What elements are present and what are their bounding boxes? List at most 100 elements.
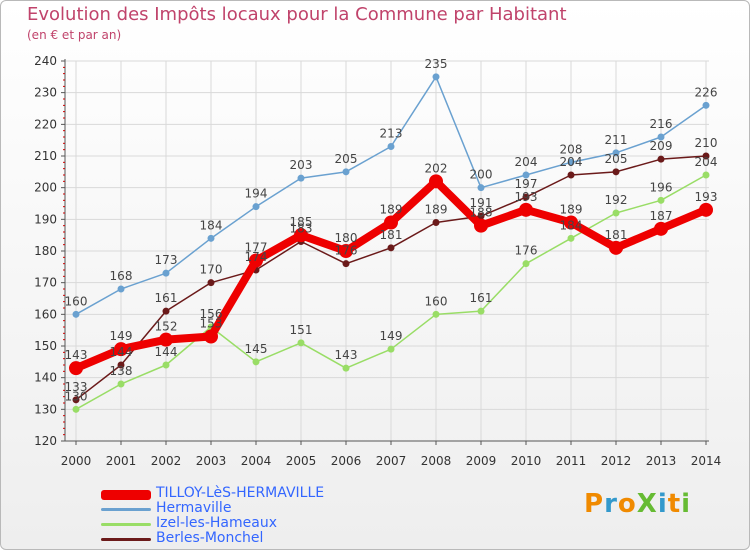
- data-label: 209: [650, 139, 673, 153]
- data-point: [72, 310, 80, 318]
- legend-swatch-hermaville: [101, 508, 151, 511]
- data-label: 160: [65, 294, 88, 308]
- data-point: [657, 155, 665, 163]
- data-label: 149: [380, 329, 403, 343]
- data-point: [294, 228, 308, 243]
- data-label: 161: [470, 291, 493, 305]
- data-point: [387, 143, 395, 150]
- data-label: 151: [290, 323, 313, 337]
- data-label: 152: [155, 320, 178, 334]
- data-point: [429, 174, 443, 189]
- data-point: [342, 260, 350, 268]
- data-label: 153: [200, 317, 223, 331]
- series-0: [69, 174, 713, 376]
- data-label: 202: [425, 161, 448, 175]
- data-point: [252, 358, 260, 366]
- data-point: [612, 168, 620, 176]
- data-label: 176: [515, 244, 538, 258]
- data-point: [657, 196, 665, 204]
- x-tick-label: 2003: [196, 454, 227, 468]
- data-point: [702, 101, 710, 109]
- data-point: [342, 364, 350, 372]
- data-point: [69, 361, 83, 376]
- data-point: [117, 380, 125, 388]
- data-label: 204: [560, 155, 583, 169]
- data-point: [567, 234, 575, 242]
- data-point: [609, 240, 623, 255]
- data-label: 200: [470, 168, 493, 182]
- data-label: 145: [245, 342, 268, 356]
- data-label: 205: [335, 152, 358, 166]
- y-tick-label: 180: [34, 244, 57, 258]
- legend-label-hermaville: Hermaville: [156, 500, 232, 516]
- data-label: 194: [245, 187, 268, 201]
- proxiti-logo: ProXiti: [584, 489, 692, 519]
- data-point: [72, 396, 80, 404]
- data-label: 161: [155, 291, 178, 305]
- data-point: [522, 260, 530, 268]
- x-tick-label: 2004: [241, 454, 272, 468]
- data-label: 185: [290, 215, 313, 229]
- y-tick-label: 160: [34, 307, 57, 321]
- data-point: [702, 171, 710, 179]
- x-tick-label: 2008: [421, 454, 452, 468]
- data-label: 170: [200, 263, 223, 277]
- y-tick-label: 120: [34, 434, 57, 448]
- data-point: [297, 174, 305, 182]
- legend-swatch-berles: [101, 538, 151, 541]
- y-tick-label: 140: [34, 371, 57, 385]
- data-label: 192: [605, 193, 628, 207]
- data-label: 181: [380, 228, 403, 242]
- x-tick-label: 2007: [376, 454, 407, 468]
- data-label: 197: [515, 177, 538, 191]
- data-label: 187: [650, 209, 673, 223]
- data-point: [519, 202, 533, 217]
- data-point: [249, 253, 263, 268]
- data-point: [477, 212, 485, 220]
- x-tick-label: 2011: [556, 454, 587, 468]
- data-point: [564, 215, 578, 230]
- data-label: 189: [425, 203, 448, 217]
- data-point: [114, 342, 128, 357]
- data-label: 144: [155, 345, 178, 359]
- x-tick-label: 2014: [691, 454, 722, 468]
- data-label: 180: [335, 231, 358, 245]
- data-label: 176: [335, 244, 358, 258]
- data-point: [699, 202, 713, 217]
- y-tick-label: 150: [34, 339, 57, 353]
- data-point: [207, 234, 215, 242]
- data-point: [657, 133, 665, 141]
- x-tick-label: 2002: [151, 454, 182, 468]
- data-point: [342, 168, 350, 176]
- data-point: [297, 339, 305, 347]
- data-label: 183: [290, 222, 313, 236]
- data-label: 184: [560, 218, 583, 232]
- data-label: 130: [65, 389, 88, 403]
- data-point: [162, 269, 170, 277]
- y-tick-label: 210: [34, 149, 57, 163]
- data-label: 138: [110, 364, 133, 378]
- legend-label-berles: Berles-Monchel: [156, 530, 264, 546]
- data-point: [117, 285, 125, 293]
- data-label: 174: [245, 250, 268, 264]
- chart-title: Evolution des Impôts locaux pour la Comm…: [27, 4, 567, 25]
- data-point: [702, 152, 710, 160]
- data-point: [522, 193, 530, 201]
- data-label: 204: [695, 155, 718, 169]
- data-point: [654, 221, 668, 236]
- data-label: 210: [695, 136, 718, 150]
- data-point: [522, 171, 530, 179]
- data-point: [159, 332, 173, 347]
- legend-swatch-izel: [101, 523, 151, 526]
- y-tick-label: 190: [34, 212, 57, 226]
- series-1: [72, 73, 710, 318]
- legend-label-tilloy: TILLOY-LèS-HERMAVILLE: [156, 485, 325, 501]
- data-point: [162, 307, 170, 315]
- data-point: [477, 307, 485, 315]
- legend-swatch-tilloy: [101, 490, 151, 500]
- data-label: 211: [605, 133, 628, 147]
- data-label: 156: [200, 307, 223, 321]
- data-label: 208: [560, 142, 583, 156]
